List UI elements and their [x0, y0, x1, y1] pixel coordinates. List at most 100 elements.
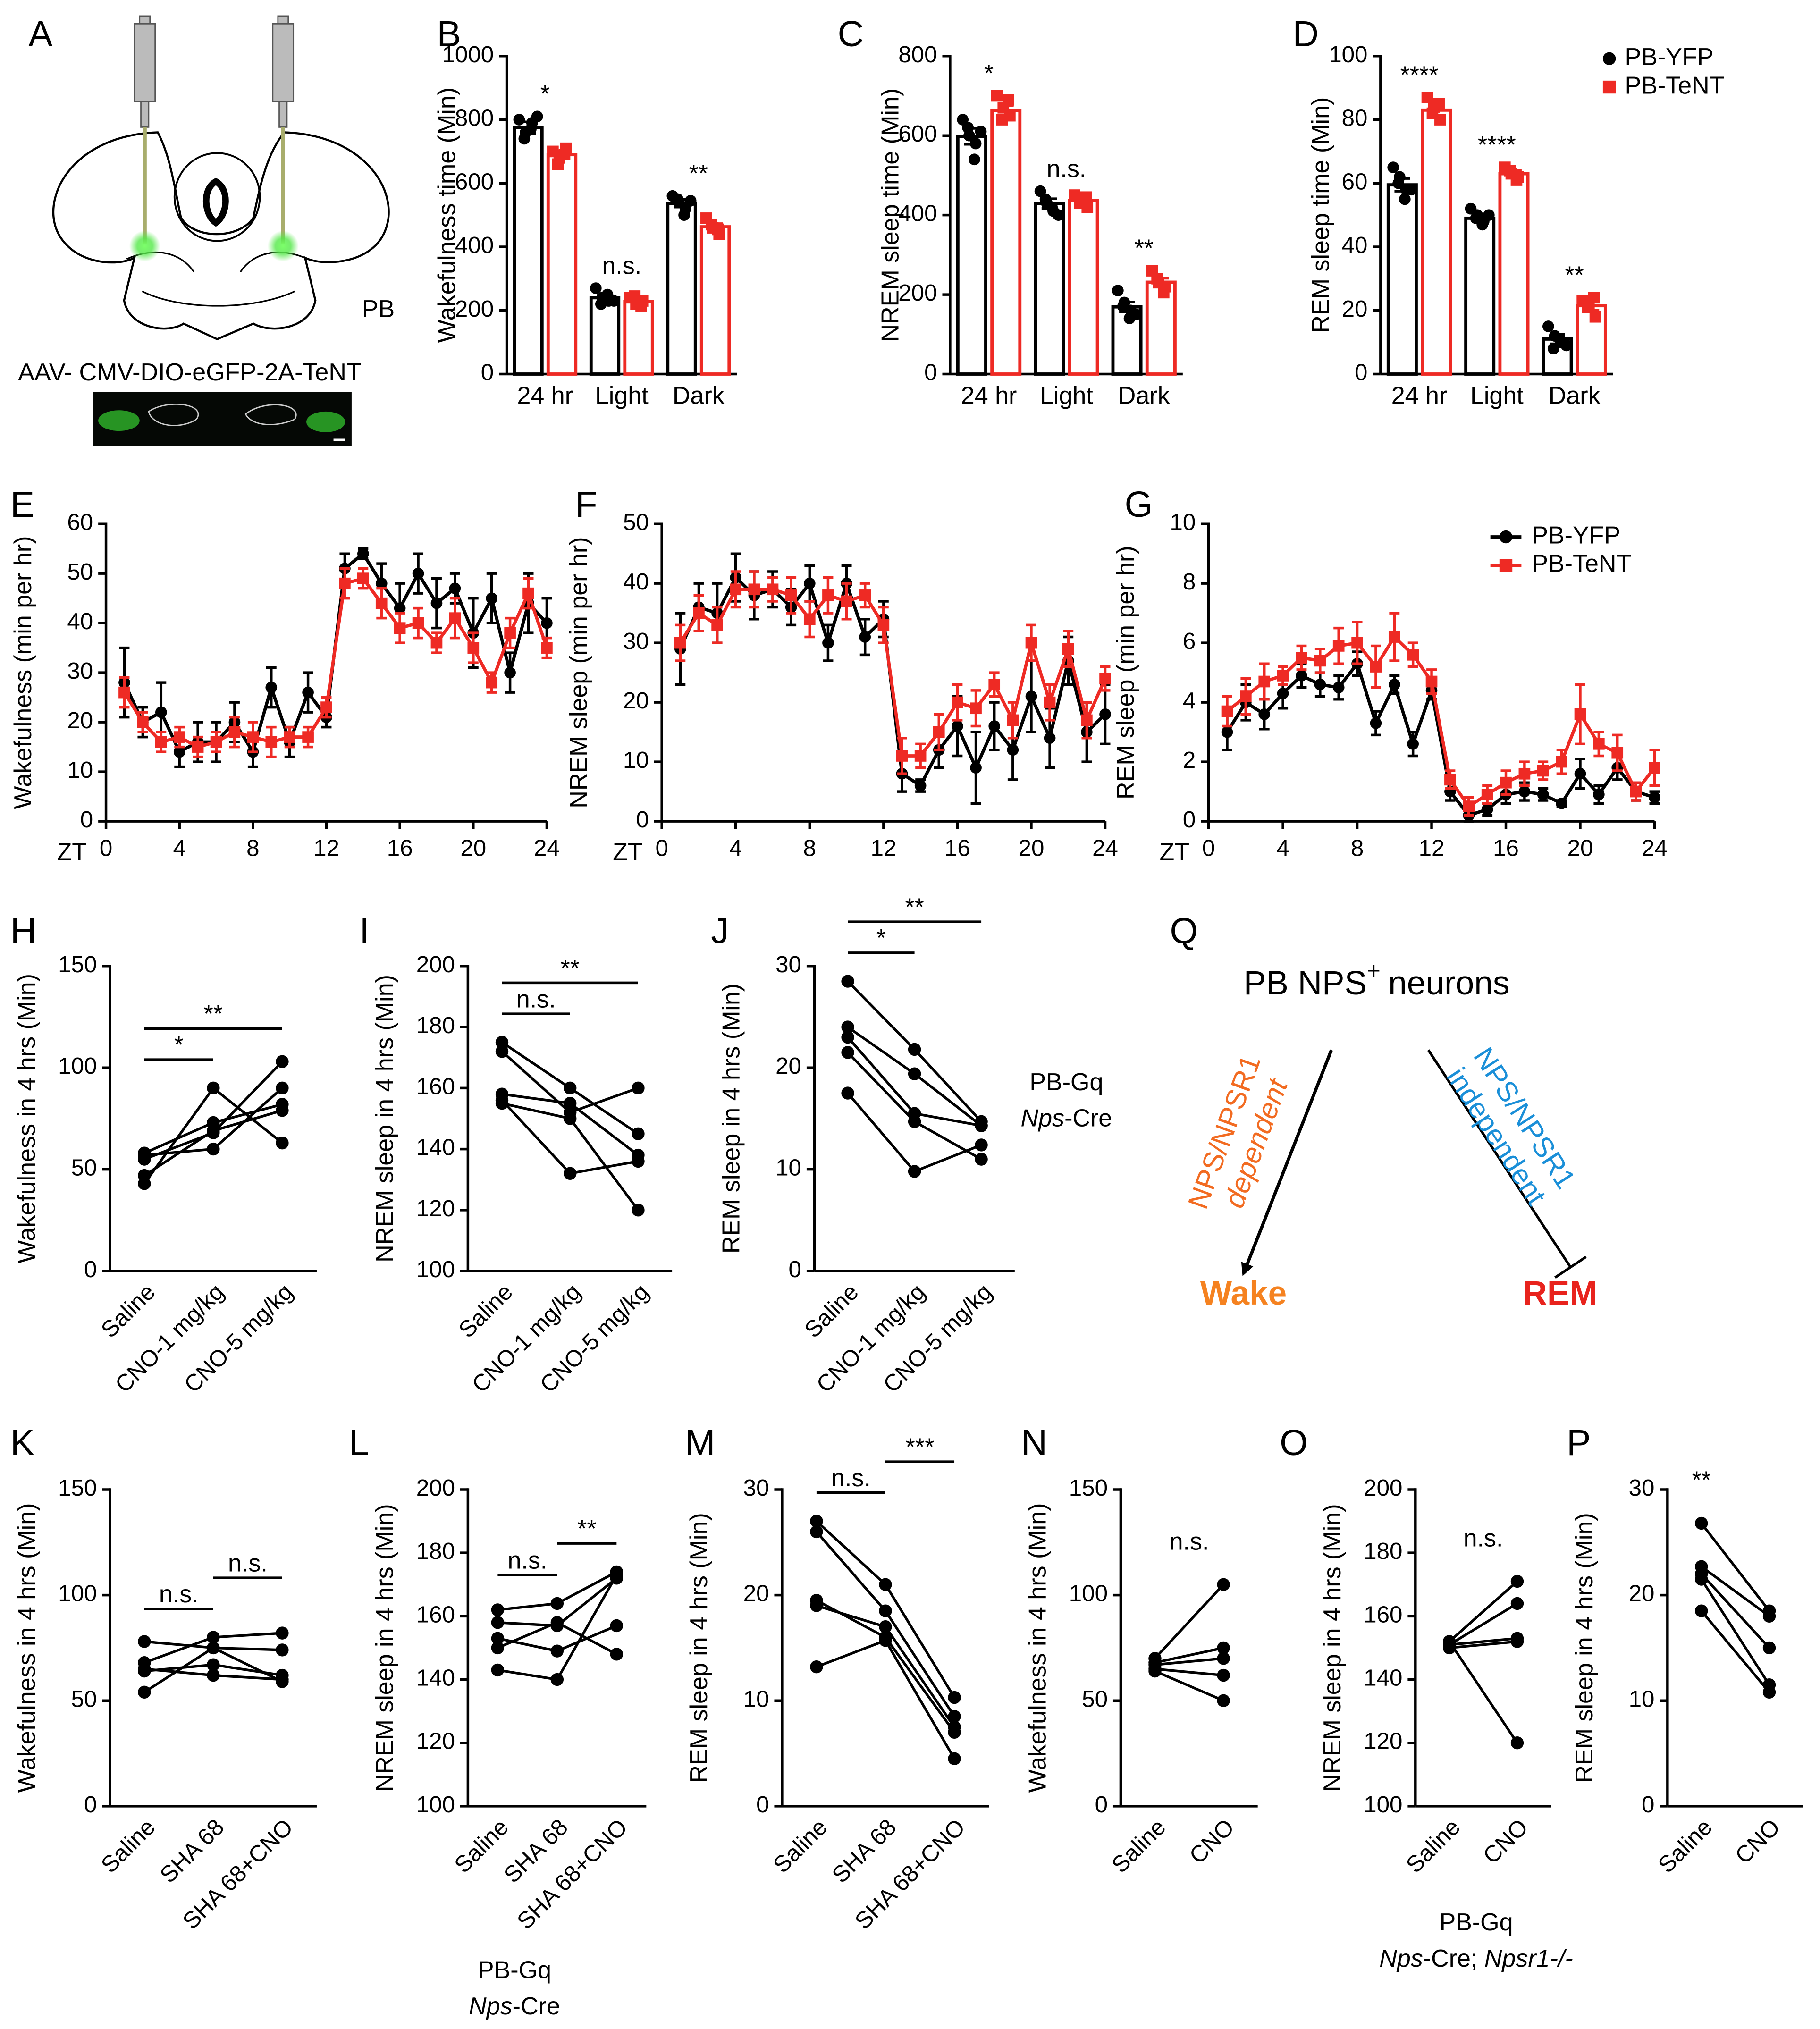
data-point	[276, 1136, 289, 1150]
brain-outline	[52, 131, 390, 340]
y-tick-label: 40	[623, 569, 649, 595]
data-point	[207, 1124, 220, 1137]
data-point	[1217, 1578, 1230, 1591]
data-point	[504, 627, 516, 639]
x-tick-label: 8	[246, 835, 259, 861]
data-point	[970, 762, 982, 774]
y-tick-label: 50	[623, 509, 649, 535]
y-tick-label: 10	[623, 747, 649, 773]
data-point	[1510, 1574, 1524, 1588]
data-point	[908, 1067, 921, 1080]
data-point	[914, 750, 927, 762]
data-point	[711, 619, 723, 631]
x-tick-label: Dark	[1549, 382, 1601, 410]
data-point	[207, 1142, 220, 1156]
data-point	[1370, 661, 1382, 673]
data-point	[541, 642, 553, 654]
data-point	[841, 1020, 854, 1034]
data-point	[265, 682, 278, 693]
subject-line	[1449, 1602, 1518, 1646]
note-text: PB-Gq	[1029, 1069, 1103, 1096]
data-point	[541, 617, 553, 629]
y-tick-label: 30	[67, 658, 93, 684]
x-tick-label: 24 hr	[1391, 382, 1448, 410]
data-point	[412, 567, 424, 580]
x-tick-label: Saline	[1401, 1814, 1465, 1878]
y-tick-label: 150	[58, 951, 97, 977]
data-point	[1611, 747, 1624, 759]
data-point	[632, 1204, 645, 1217]
significance-label: n.s.	[507, 1547, 547, 1574]
data-point	[491, 1603, 505, 1616]
data-point	[467, 642, 480, 654]
data-point	[430, 597, 443, 609]
panel-letter: P	[1567, 1423, 1591, 1463]
data-point	[550, 1644, 564, 1658]
data-point	[1407, 649, 1419, 661]
data-point	[1025, 690, 1037, 702]
y-axis-label: Wakefulness in 4 hrs (Min)	[1024, 1503, 1052, 1793]
data-point	[841, 975, 854, 988]
data-point	[138, 1664, 151, 1678]
data-point	[1351, 637, 1363, 649]
y-tick-label: 180	[1364, 1538, 1402, 1564]
data-point	[1510, 1597, 1524, 1610]
y-tick-label: 200	[898, 280, 937, 306]
data-point	[693, 607, 705, 619]
significance-label: ****	[1478, 132, 1516, 159]
significance-label: **	[1134, 235, 1154, 262]
data-point	[1221, 726, 1233, 738]
data-point	[1593, 789, 1605, 800]
data-point	[632, 1154, 645, 1168]
y-tick-label: 0	[1355, 360, 1367, 386]
y-tick-label: 30	[775, 951, 801, 977]
subject-line	[1154, 1670, 1224, 1702]
bar	[546, 153, 578, 376]
x-tick-label: 16	[387, 835, 413, 861]
y-tick-label: 0	[636, 807, 649, 833]
data-point	[988, 720, 1001, 732]
subject-line	[1154, 1583, 1225, 1659]
y-tick-label: 20	[67, 707, 93, 733]
panel-letter: I	[359, 911, 369, 951]
y-tick-label: 50	[67, 559, 93, 585]
x-tick-label: 12	[313, 835, 339, 861]
x-tick-label: 4	[173, 835, 186, 861]
error-bar	[554, 149, 570, 160]
data-point	[1099, 673, 1111, 685]
error-bar	[1119, 301, 1135, 313]
x-tick-label: 12	[1419, 835, 1445, 861]
y-axis-label: NREM sleep in 4 hrs (Min)	[1319, 1504, 1346, 1792]
significance-label: n.s.	[228, 1549, 268, 1577]
data-point	[276, 1055, 289, 1069]
data-point	[1695, 1516, 1708, 1530]
significance-label: *	[984, 60, 994, 87]
y-tick-label: 160	[416, 1073, 455, 1099]
significance-label: ****	[1400, 61, 1439, 89]
data-point	[1407, 738, 1419, 750]
panel-letter: J	[711, 911, 729, 951]
data-point	[1044, 696, 1056, 708]
data-point	[952, 696, 963, 708]
chart-panel: P REM sleep in 4 hrs (Min) 0 10 20 30 Saline CN…	[1567, 1423, 1803, 1878]
data-point	[173, 746, 185, 758]
x-tick-label: Saline	[96, 1814, 160, 1878]
error-bar	[708, 222, 723, 232]
data-point	[138, 1685, 151, 1699]
x-tick-label: 24	[1642, 835, 1668, 861]
x-tick-label: Saline	[454, 1279, 518, 1343]
data-point	[975, 1119, 988, 1132]
data-point	[1405, 184, 1417, 196]
panel-letter: G	[1125, 485, 1153, 525]
data-point	[192, 741, 204, 753]
data-point	[1547, 343, 1559, 354]
y-tick-label: 100	[416, 1256, 455, 1282]
bar	[1498, 172, 1530, 376]
data-point	[486, 592, 498, 604]
note-text: PB-Gq	[478, 1956, 551, 1984]
series-line	[1226, 660, 1655, 817]
x-tick-label: 16	[944, 835, 970, 861]
note: Nps-Cre	[469, 1993, 560, 2020]
